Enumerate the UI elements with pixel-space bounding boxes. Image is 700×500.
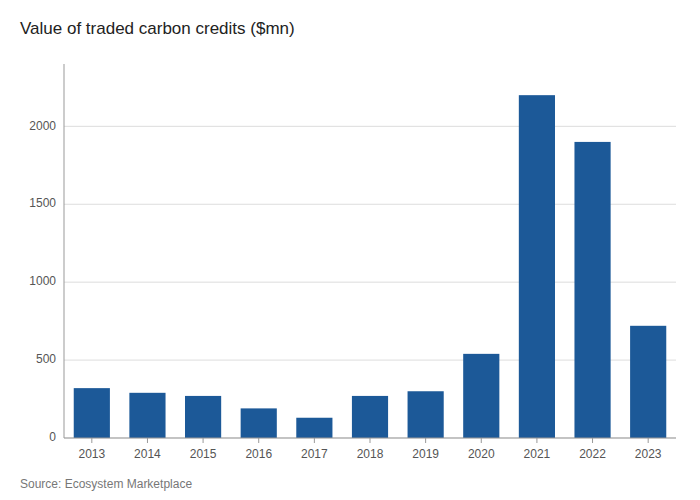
y-tick-label: 1000	[29, 274, 56, 288]
bar	[74, 388, 110, 438]
grid-line	[64, 126, 676, 127]
x-tick-label: 2019	[412, 447, 439, 461]
bar	[630, 326, 666, 438]
y-tick-label: 500	[36, 352, 56, 366]
y-tick-label: 2000	[29, 119, 56, 133]
x-tick	[370, 438, 371, 443]
x-tick	[536, 438, 537, 443]
bar	[241, 408, 277, 438]
y-grid	[64, 126, 676, 438]
x-tick	[648, 438, 649, 443]
x-tick-label: 2022	[579, 447, 606, 461]
x-tick-label: 2021	[524, 447, 551, 461]
y-tick-label: 0	[49, 430, 56, 444]
x-tick	[147, 438, 148, 443]
x-tick	[203, 438, 204, 443]
bar	[574, 142, 610, 438]
x-tick	[425, 438, 426, 443]
bar	[296, 418, 332, 438]
bar	[463, 354, 499, 438]
bar	[185, 396, 221, 438]
x-tick	[481, 438, 482, 443]
y-tick-label: 1500	[29, 196, 56, 210]
x-tick-label: 2013	[78, 447, 105, 461]
source-note: Source: Ecosystem Marketplace	[20, 477, 192, 491]
x-tick	[91, 438, 92, 443]
bar	[129, 393, 165, 438]
y-axis-line	[64, 64, 65, 438]
chart-title: Value of traded carbon credits ($mn)	[20, 19, 295, 38]
x-tick	[592, 438, 593, 443]
x-tick-label: 2015	[190, 447, 217, 461]
x-tick-label: 2016	[245, 447, 272, 461]
bar	[352, 396, 388, 438]
x-tick-label: 2020	[468, 447, 495, 461]
bar	[408, 391, 444, 438]
bars	[74, 95, 667, 438]
x-tick	[258, 438, 259, 443]
x-tick-label: 2018	[357, 447, 384, 461]
chart-container: Value of traded carbon credits ($mn) 0 500…	[0, 0, 700, 500]
bar	[519, 95, 555, 438]
x-tick-label: 2014	[134, 447, 161, 461]
x-tick-label: 2017	[301, 447, 328, 461]
chart-svg: Value of traded carbon credits ($mn) 0 500…	[0, 0, 700, 500]
x-tick-label: 2023	[635, 447, 662, 461]
x-tick	[314, 438, 315, 443]
